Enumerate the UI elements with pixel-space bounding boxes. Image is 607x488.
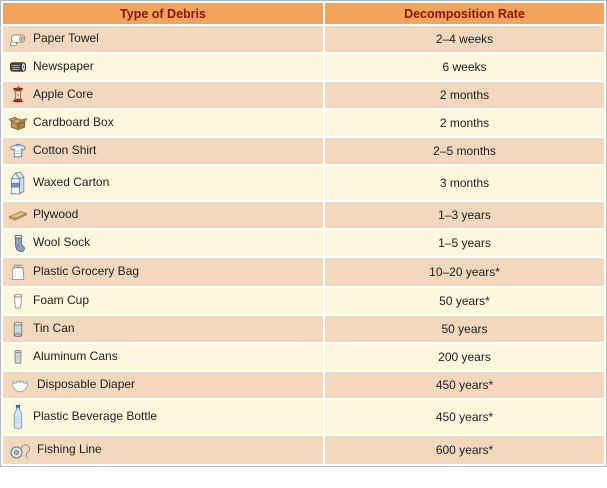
fishing-line-icon — [8, 438, 32, 462]
debris-cell: Plastic Grocery Bag — [3, 258, 323, 286]
rate-cell: 2–4 weeks — [325, 26, 604, 52]
debris-label: Fishing Line — [37, 442, 102, 457]
debris-cell: Paper Towel — [3, 26, 323, 52]
debris-label: Cardboard Box — [33, 115, 114, 130]
debris-label: Plastic Beverage Bottle — [33, 409, 158, 424]
rate-cell: 10–20 years* — [325, 258, 604, 286]
rate-cell: 3 months — [325, 166, 604, 200]
debris-label: Foam Cup — [33, 293, 90, 308]
debris-label: Plastic Grocery Bag — [33, 264, 140, 279]
rate-cell: 200 years — [325, 344, 604, 370]
wool-sock-icon — [8, 233, 28, 253]
rate-cell: 50 years — [325, 316, 604, 342]
debris-label: Disposable Diaper — [37, 377, 136, 392]
debris-cell: Disposable Diaper — [3, 372, 323, 398]
debris-cell: Plywood — [3, 202, 323, 228]
debris-cell: Apple Core — [3, 82, 323, 108]
rate-cell: 450 years* — [325, 400, 604, 434]
rate-cell: 600 years* — [325, 436, 604, 464]
debris-label: Paper Towel — [33, 31, 99, 46]
plastic-beverage-bottle-icon — [8, 402, 28, 432]
rate-cell: 450 years* — [325, 372, 604, 398]
debris-label: Waxed Carton — [33, 175, 110, 190]
rate-cell: 6 weeks — [325, 54, 604, 80]
cotton-shirt-icon — [8, 141, 28, 161]
paper-towel-icon — [8, 29, 28, 49]
header-decomposition-rate: Decomposition Rate — [325, 3, 604, 24]
foam-cup-icon — [8, 291, 28, 311]
rate-cell: 1–5 years — [325, 230, 604, 256]
newspaper-icon — [8, 57, 28, 77]
debris-cell: Wool Sock — [3, 230, 323, 256]
debris-cell: Cotton Shirt — [3, 138, 323, 164]
plywood-icon — [8, 205, 28, 225]
rate-cell: 2–5 months — [325, 138, 604, 164]
rate-cell: 2 months — [325, 82, 604, 108]
debris-cell: Tin Can — [3, 316, 323, 342]
debris-label: Newspaper — [33, 59, 94, 74]
table-grid: Type of Debris Decomposition Rate Paper … — [3, 3, 604, 464]
debris-label: Plywood — [33, 207, 79, 222]
disposable-diaper-icon — [8, 374, 32, 396]
debris-cell: Aluminum Cans — [3, 344, 323, 370]
waxed-carton-icon — [8, 168, 28, 198]
aluminum-cans-icon — [8, 347, 28, 367]
cardboard-box-icon — [8, 113, 28, 133]
debris-label: Cotton Shirt — [33, 143, 97, 158]
debris-cell: Newspaper — [3, 54, 323, 80]
debris-cell: Cardboard Box — [3, 110, 323, 136]
header-type-of-debris: Type of Debris — [3, 3, 323, 24]
apple-core-icon — [8, 85, 28, 105]
debris-label: Apple Core — [33, 87, 94, 102]
debris-decomposition-table: Type of Debris Decomposition Rate Paper … — [0, 0, 607, 467]
debris-cell: Fishing Line — [3, 436, 323, 464]
debris-cell: Foam Cup — [3, 288, 323, 314]
debris-cell: Waxed Carton — [3, 166, 323, 200]
debris-label: Aluminum Cans — [33, 349, 118, 364]
tin-can-icon — [8, 319, 28, 339]
debris-label: Wool Sock — [33, 235, 91, 250]
rate-cell: 2 months — [325, 110, 604, 136]
debris-label: Tin Can — [33, 321, 75, 336]
rate-cell: 50 years* — [325, 288, 604, 314]
plastic-grocery-bag-icon — [8, 260, 28, 284]
debris-cell: Plastic Beverage Bottle — [3, 400, 323, 434]
rate-cell: 1–3 years — [325, 202, 604, 228]
